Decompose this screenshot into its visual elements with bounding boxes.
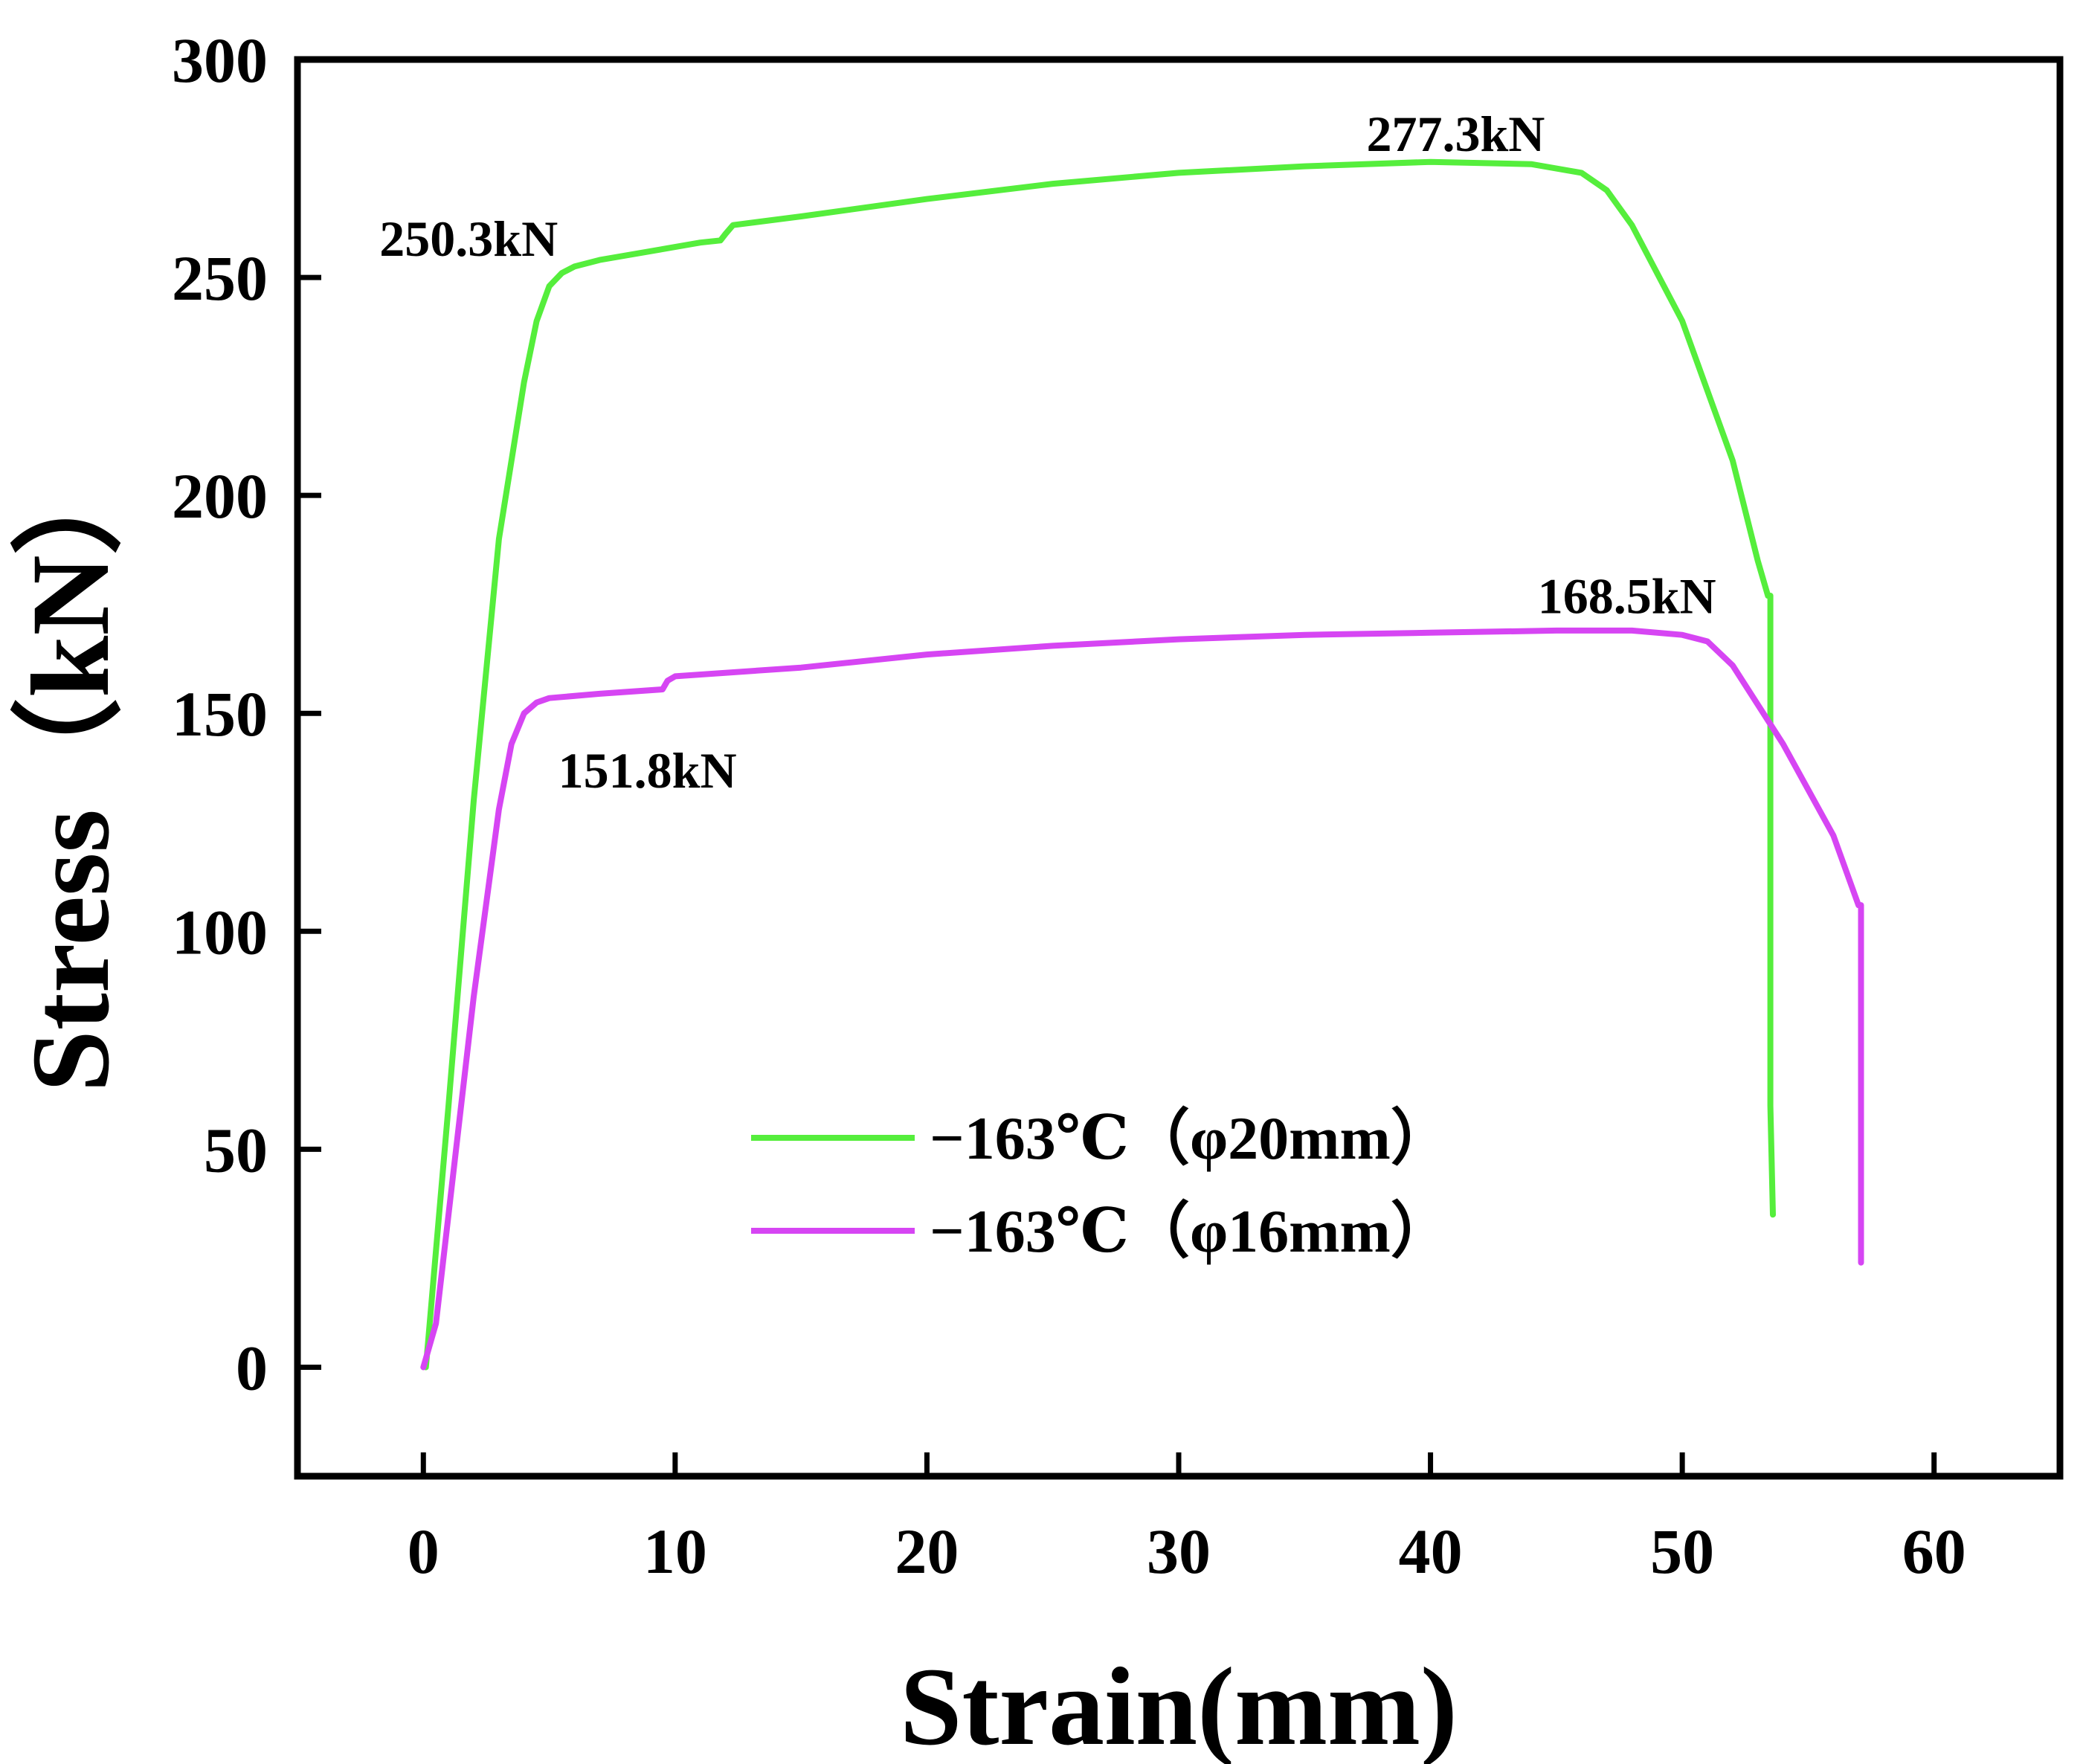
- y-tick-label: 0: [236, 1332, 268, 1403]
- legend: −163℃（φ20mm） −163℃（φ16mm）: [751, 1104, 1452, 1265]
- tick-layer: 0 10 20 30 40 50 60 0 50 100 150 200 250 300: [172, 25, 1966, 1587]
- x-tick-label: 40: [1399, 1516, 1463, 1587]
- legend-label-phi20: −163℃（φ20mm）: [930, 1104, 1452, 1172]
- annotation-layer: 250.3kN 277.3kN 168.5kN 151.8kN: [379, 106, 1716, 799]
- series-layer: [420, 158, 1864, 1371]
- x-axis-title: Strain(mm): [900, 1645, 1458, 1764]
- x-tick-label: 30: [1147, 1516, 1211, 1587]
- y-tick-label: 100: [172, 896, 268, 968]
- x-tick-label: 60: [1902, 1516, 1966, 1587]
- x-tick-label: 20: [895, 1516, 959, 1587]
- y-tick-label: 300: [172, 25, 268, 96]
- y-tick-label: 250: [172, 242, 268, 314]
- y-axis-title: Stress（kN）: [9, 443, 132, 1092]
- peak-annotation: 250.3kN: [379, 210, 558, 267]
- peak-annotation: 168.5kN: [1538, 567, 1716, 624]
- y-tick-label: 50: [204, 1114, 268, 1185]
- y-tick-label: 150: [172, 678, 268, 750]
- peak-annotation: 277.3kN: [1366, 106, 1545, 162]
- series-line-phi20: [422, 158, 1776, 1371]
- x-tick-label: 10: [643, 1516, 707, 1587]
- legend-label-phi16: −163℃（φ16mm）: [930, 1197, 1452, 1265]
- series-line-phi16: [420, 627, 1864, 1371]
- peak-annotation: 151.8kN: [558, 742, 737, 799]
- x-tick-label: 0: [408, 1516, 440, 1587]
- y-tick-label: 200: [172, 460, 268, 532]
- x-tick-label: 50: [1650, 1516, 1714, 1587]
